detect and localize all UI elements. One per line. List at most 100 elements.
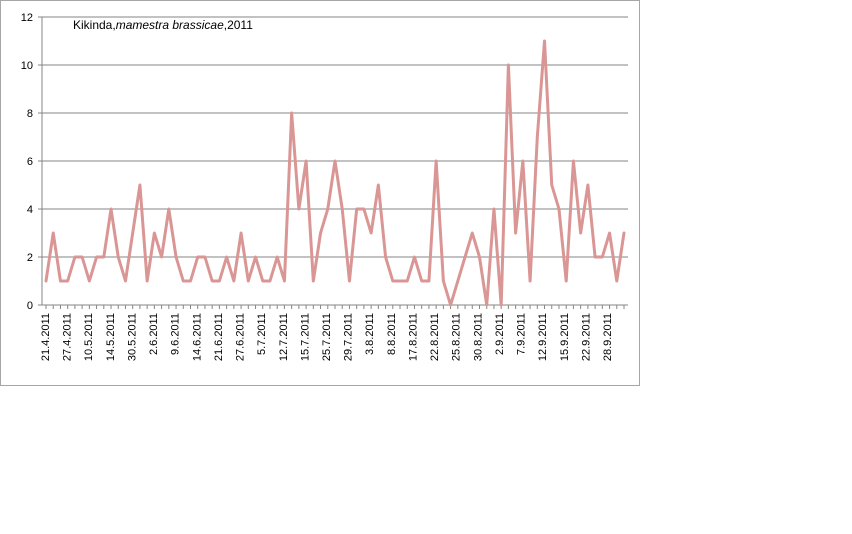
- data-point: [276, 256, 279, 259]
- x-tick-label: 30.5.2011: [126, 313, 138, 361]
- data-point: [225, 256, 228, 259]
- data-point: [283, 280, 286, 283]
- data-point: [536, 136, 539, 139]
- x-tick-label: 30.8.2011: [472, 313, 484, 361]
- data-point: [399, 280, 402, 283]
- chart-area: Kikinda,mamestra brassicae,2011 0 2 4 6 8 10 1…: [0, 0, 640, 386]
- x-tick-label: 28.9.2011: [602, 313, 614, 361]
- data-point: [110, 208, 113, 211]
- data-point: [45, 280, 48, 283]
- series-line: [44, 39, 626, 307]
- data-point: [88, 280, 91, 283]
- x-tick-label: 27.6.2011: [235, 313, 247, 361]
- x-tick-label: 2.6.2011: [148, 313, 160, 355]
- data-point: [211, 280, 214, 283]
- data-point: [427, 280, 430, 283]
- data-point: [507, 64, 510, 67]
- data-point: [196, 256, 199, 259]
- x-tick-label: 29.7.2011: [343, 313, 355, 361]
- chart-title-location: Kikinda,: [73, 18, 116, 32]
- data-point: [66, 280, 69, 283]
- x-tick-label: 15.9.2011: [559, 313, 571, 361]
- data-point: [138, 184, 141, 187]
- data-point: [290, 112, 293, 115]
- data-point: [579, 232, 582, 235]
- data-point: [247, 280, 250, 283]
- y-tick-label: 10: [21, 60, 33, 72]
- x-tick-label: 12.9.2011: [537, 313, 549, 361]
- data-point: [232, 280, 235, 283]
- data-point: [305, 160, 308, 163]
- data-point: [550, 184, 553, 187]
- data-point: [167, 208, 170, 211]
- data-point: [406, 280, 409, 283]
- x-tick-label: 7.9.2011: [516, 313, 528, 355]
- x-tick-label: 3.8.2011: [364, 313, 376, 355]
- data-point: [529, 280, 532, 283]
- x-tick-label: 15.7.2011: [299, 313, 311, 361]
- data-point: [391, 280, 394, 283]
- data-point: [565, 280, 568, 283]
- data-point: [514, 232, 517, 235]
- x-tick-label: 14.6.2011: [191, 313, 203, 361]
- chart-title-species: mamestra brassicae: [115, 18, 224, 32]
- data-point: [117, 256, 120, 259]
- data-point: [52, 232, 55, 235]
- data-point: [182, 280, 185, 283]
- data-point: [594, 256, 597, 259]
- data-point: [268, 280, 271, 283]
- chart-title: Kikinda,mamestra brassicae,2011: [73, 18, 253, 32]
- x-tick-label: 8.8.2011: [386, 313, 398, 355]
- data-point: [124, 280, 127, 283]
- y-tick-label: 8: [27, 108, 33, 120]
- data-point: [73, 256, 76, 259]
- data-point: [572, 160, 575, 163]
- data-point: [442, 280, 445, 283]
- data-point: [160, 256, 163, 259]
- data-point: [102, 256, 105, 259]
- data-point: [312, 280, 315, 283]
- line-chart: 0 2 4 6 8 10 12 21.4.2011 27.4.2011 10.5.2011 14.5…: [21, 12, 628, 361]
- data-point: [500, 304, 503, 307]
- data-point: [153, 232, 156, 235]
- x-tick-label: 5.7.2011: [256, 313, 268, 355]
- data-point: [492, 208, 495, 211]
- y-tick-label: 0: [27, 300, 33, 312]
- data-point: [608, 232, 611, 235]
- data-point: [59, 280, 62, 283]
- data-point: [586, 184, 589, 187]
- data-point: [456, 280, 459, 283]
- chart-title-year: ,2011: [223, 18, 253, 32]
- y-tick-label: 12: [21, 12, 33, 24]
- data-point: [435, 160, 438, 163]
- data-point: [362, 208, 365, 211]
- data-point: [471, 232, 474, 235]
- data-point: [218, 280, 221, 283]
- data-point: [543, 40, 546, 43]
- x-tick-label: 27.4.2011: [62, 313, 74, 361]
- x-tick-label: 12.7.2011: [278, 313, 290, 361]
- y-tick-label: 2: [27, 252, 33, 264]
- data-point: [384, 256, 387, 259]
- x-tick-label: 2.9.2011: [494, 313, 506, 355]
- data-point: [326, 208, 329, 211]
- data-point: [95, 256, 98, 259]
- x-tick-label: 22.9.2011: [580, 313, 592, 361]
- data-point: [254, 256, 257, 259]
- x-tick-label: 21.6.2011: [213, 313, 225, 361]
- data-point: [203, 256, 206, 259]
- data-point: [355, 208, 358, 211]
- x-tick-label: 17.8.2011: [407, 313, 419, 361]
- data-point: [81, 256, 84, 259]
- data-point: [348, 280, 351, 283]
- data-point: [334, 160, 337, 163]
- x-tick-label: 25.8.2011: [451, 313, 463, 361]
- data-point: [485, 304, 488, 307]
- data-point: [189, 280, 192, 283]
- data-point: [240, 232, 243, 235]
- data-point: [131, 232, 134, 235]
- data-point: [261, 280, 264, 283]
- x-tick-label: 21.4.2011: [40, 313, 52, 361]
- data-point: [420, 280, 423, 283]
- data-point: [449, 304, 452, 307]
